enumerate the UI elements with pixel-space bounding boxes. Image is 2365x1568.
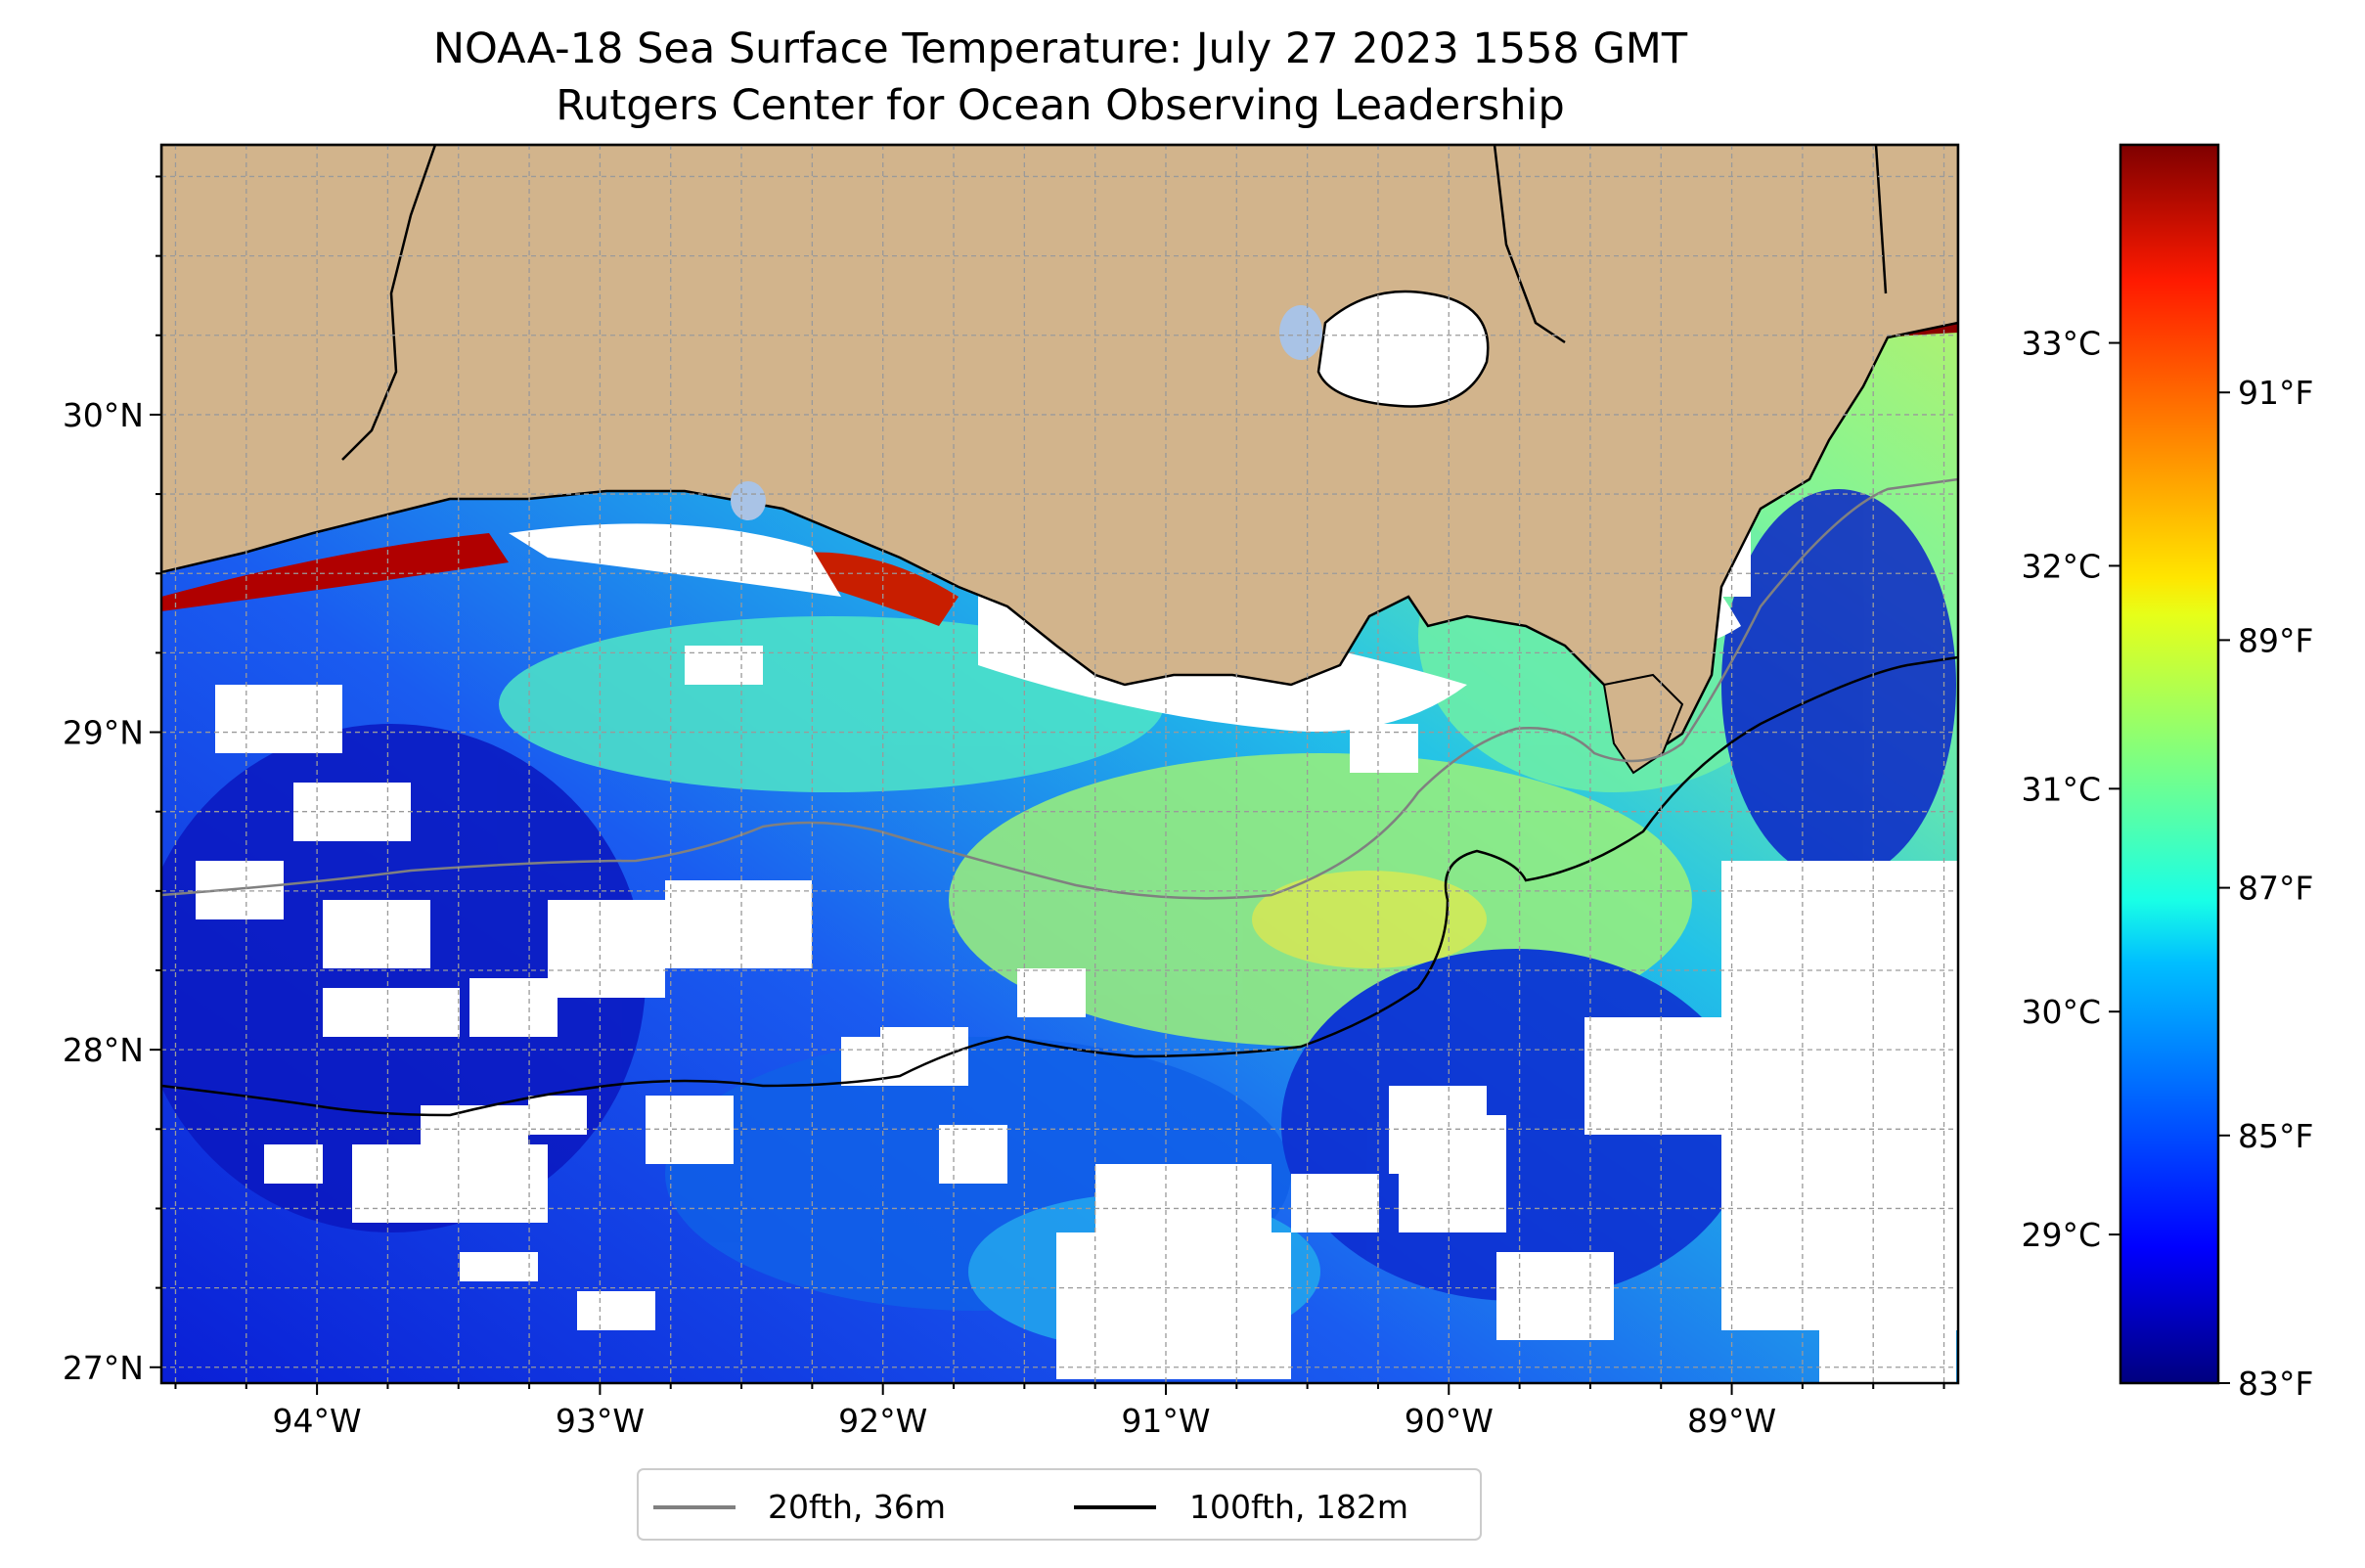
mississippi-delta — [1602, 673, 1684, 775]
lat-tick-label: 30°N — [63, 396, 144, 434]
lake-pontchartrain — [1316, 290, 1490, 408]
colorbar-gradient — [2119, 143, 2220, 1385]
fahrenheit-tick-label: 85°F — [2238, 1117, 2313, 1155]
fahrenheit-tick-label: 83°F — [2238, 1365, 2313, 1403]
latitude-axis: 27°N 28°N 29°N 30°N — [63, 175, 161, 1387]
celsius-tick-label: 31°C — [2021, 770, 2101, 808]
colorbar: 29°C 30°C 31°C 32°C 33°C 83°F 85°F 87°F 89°F 91°… — [2021, 143, 2313, 1403]
map-gridlines — [161, 145, 1958, 1383]
inland-lake — [1279, 305, 1322, 360]
legend: 20fth, 36m 100fth, 182m — [637, 1468, 1482, 1541]
map-frame — [159, 143, 1960, 1385]
map-panel — [161, 145, 1958, 1383]
celsius-tick-label: 32°C — [2021, 547, 2101, 585]
lat-tick-label: 27°N — [63, 1349, 144, 1387]
celsius-tick-label: 33°C — [2021, 325, 2101, 363]
fahrenheit-tick-label: 87°F — [2238, 870, 2313, 908]
lat-tick-label: 29°N — [63, 714, 144, 752]
lon-tick-label: 92°W — [838, 1402, 927, 1440]
map-title-line2: Rutgers Center for Ocean Observing Leade… — [556, 81, 1565, 130]
lon-tick-label: 93°W — [556, 1402, 645, 1440]
inland-lake-2 — [731, 481, 766, 520]
lon-tick-label: 91°W — [1121, 1402, 1210, 1440]
state-boundary-2 — [1493, 145, 1566, 344]
legend-label-20fth: 20fth, 36m — [768, 1488, 946, 1526]
fahrenheit-tick-label: 89°F — [2238, 621, 2313, 659]
land-coastline — [161, 145, 1958, 755]
longitude-axis: 94°W 93°W 92°W 91°W 90°W 89°W — [174, 1383, 1945, 1440]
legend-label-100fth: 100fth, 182m — [1189, 1488, 1408, 1526]
lon-tick-label: 89°W — [1687, 1402, 1776, 1440]
colorbar-celsius-ticks: 29°C 30°C 31°C 32°C 33°C — [2021, 325, 2120, 1254]
map-title-line1: NOAA-18 Sea Surface Temperature: July 27… — [433, 24, 1688, 73]
fahrenheit-tick-label: 91°F — [2238, 374, 2313, 412]
lon-tick-label: 90°W — [1405, 1402, 1494, 1440]
celsius-tick-label: 30°C — [2021, 993, 2101, 1031]
isobath-100fth — [161, 655, 1958, 1117]
state-boundary-3 — [1874, 145, 1888, 294]
celsius-tick-label: 29°C — [2021, 1216, 2101, 1254]
colorbar-fahrenheit-ticks: 83°F 85°F 87°F 89°F 91°F — [2218, 374, 2313, 1403]
state-boundary — [341, 145, 437, 461]
isobath-20fth — [161, 477, 1958, 900]
lat-tick-label: 28°N — [63, 1031, 144, 1069]
legend-box — [637, 1468, 1482, 1541]
lon-tick-label: 94°W — [273, 1402, 362, 1440]
